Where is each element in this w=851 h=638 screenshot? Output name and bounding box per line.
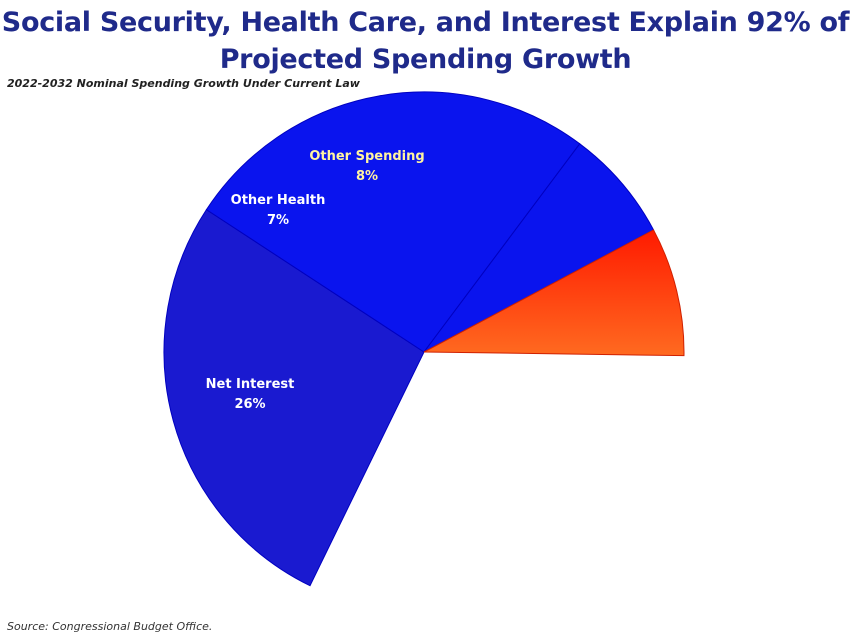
slice-label-other-health: Other Health (231, 193, 326, 208)
pie-slice-other-health (423, 143, 655, 353)
title-line-2: Projected Spending Growth (219, 44, 632, 75)
slice-pct-medi: 27% (439, 481, 470, 496)
slice-label-medi: Medi (437, 461, 473, 476)
chart-title: Social Security, Health Care, and Intere… (0, 4, 851, 78)
slice-pct-other-health: 7% (267, 213, 289, 228)
slice-label-other-spending: Other Spending (309, 149, 424, 164)
pie-slice-medi (163, 208, 425, 587)
chart-subtitle: 2022-2032 Nominal Spending Growth Under … (7, 77, 360, 90)
slice-pct-other-spending: 8% (356, 169, 378, 184)
title-line-1: Social Security, Health Care, and Intere… (1, 7, 850, 38)
slice-pct-net-interest: 26% (234, 397, 265, 412)
pie-slice-other-spending (423, 229, 685, 357)
pie-slice-net-interest (205, 91, 581, 353)
slice-label-net-interest: Net Interest (206, 377, 295, 392)
source-note: Source: Congressional Budget Office. (7, 620, 213, 633)
